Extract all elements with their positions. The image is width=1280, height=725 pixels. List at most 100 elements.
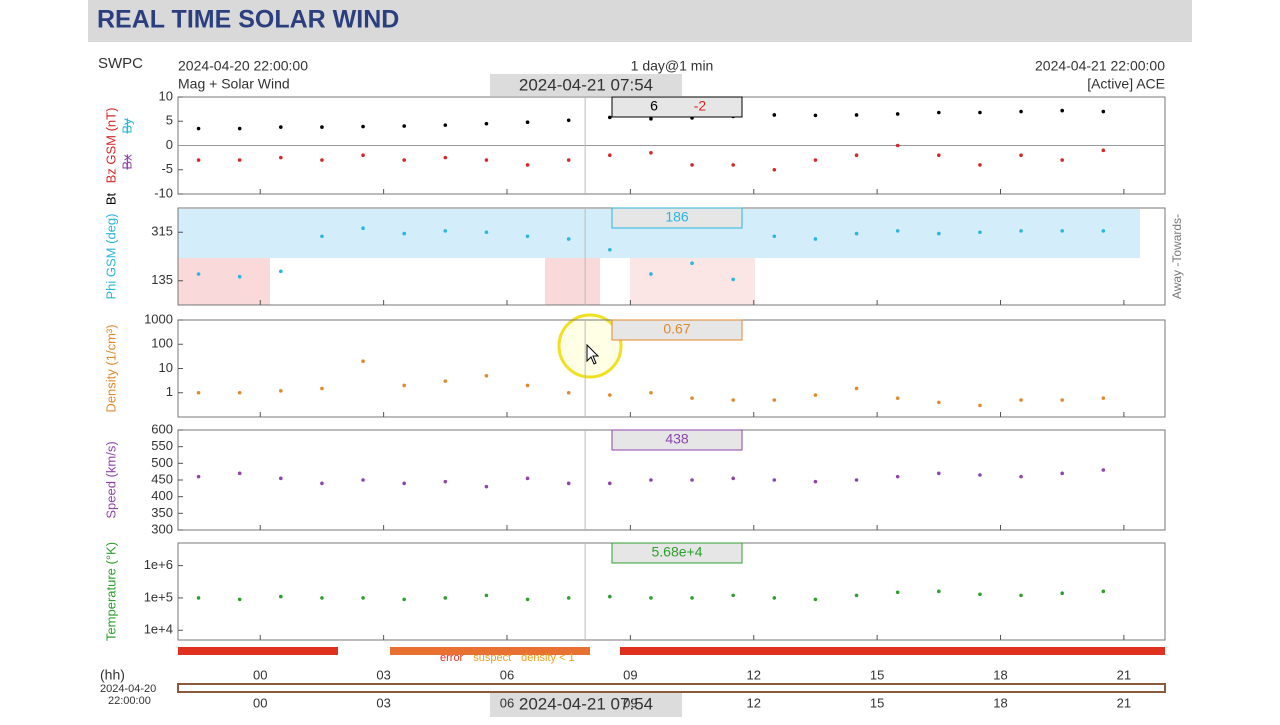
data-point bbox=[649, 272, 653, 276]
x-tick-label: 06 bbox=[500, 667, 514, 682]
data-point bbox=[196, 126, 201, 131]
data-point bbox=[1019, 153, 1023, 157]
component-toggle[interactable]: By bbox=[119, 118, 134, 134]
data-point bbox=[813, 393, 818, 397]
status-legend: suspect bbox=[473, 652, 511, 664]
component-toggle[interactable]: Bx bbox=[119, 154, 134, 170]
x-tick-label: 00 bbox=[253, 667, 267, 682]
data-point bbox=[854, 478, 859, 482]
y-tick-label: 300 bbox=[151, 521, 173, 536]
data-point bbox=[649, 478, 653, 482]
data-point bbox=[813, 113, 818, 118]
data-point bbox=[484, 158, 489, 162]
data-point bbox=[443, 229, 448, 233]
data-point bbox=[443, 479, 448, 484]
y-axis-label: Density (1/cm³) bbox=[103, 324, 118, 412]
data-point bbox=[237, 158, 242, 162]
data-point bbox=[402, 597, 406, 602]
x-tick-label: 09 bbox=[623, 667, 637, 682]
data-point bbox=[237, 274, 242, 279]
data-point bbox=[978, 230, 982, 235]
data-point bbox=[895, 396, 900, 400]
data-point bbox=[525, 163, 530, 167]
status-legend: density < 1 bbox=[521, 652, 575, 664]
data-point bbox=[525, 476, 530, 481]
x-tick-label: 12 bbox=[747, 695, 761, 710]
status-seg bbox=[620, 647, 1165, 655]
data-point bbox=[361, 596, 365, 600]
data-point bbox=[978, 473, 982, 477]
status-seg bbox=[390, 647, 590, 655]
y-tick-label: 450 bbox=[151, 471, 173, 486]
data-point bbox=[731, 163, 735, 167]
data-point bbox=[1101, 229, 1106, 233]
data-point bbox=[937, 589, 941, 594]
data-point bbox=[1101, 468, 1106, 472]
data-point bbox=[320, 158, 324, 162]
time-slider[interactable] bbox=[177, 683, 1166, 693]
start-clock: 22:00:00 bbox=[108, 695, 151, 707]
data-point bbox=[320, 481, 324, 486]
data-point bbox=[937, 400, 941, 405]
x-tick-label: 15 bbox=[870, 667, 884, 682]
data-point bbox=[566, 390, 571, 395]
data-point bbox=[731, 593, 735, 598]
data-point bbox=[525, 597, 530, 602]
y-axis-label: Bz GSM (nT) bbox=[103, 108, 118, 184]
data-point bbox=[608, 153, 612, 157]
data-point bbox=[402, 158, 406, 162]
data-point bbox=[978, 592, 982, 597]
data-point bbox=[279, 125, 283, 129]
data-point bbox=[772, 478, 777, 482]
end-time: 2024-04-21 22:00:00 bbox=[1035, 58, 1165, 74]
data-point bbox=[772, 398, 777, 402]
shade bbox=[630, 258, 755, 305]
data-point bbox=[649, 596, 653, 600]
y-tick-label: 1000 bbox=[144, 311, 173, 326]
x-tick-label: 12 bbox=[747, 667, 761, 682]
x-tick-label: 21 bbox=[1117, 667, 1131, 682]
readout-value: 438 bbox=[665, 431, 689, 447]
x-tick-label: 00 bbox=[253, 695, 267, 710]
y-axis-label: Phi GSM (deg) bbox=[103, 214, 118, 300]
data-point bbox=[1060, 591, 1064, 596]
data-point bbox=[525, 383, 530, 388]
x-tick-label: 18 bbox=[993, 695, 1007, 710]
cursor-time: 2024-04-21 07:54 bbox=[519, 75, 653, 94]
data-point bbox=[566, 481, 571, 486]
data-point bbox=[978, 110, 982, 115]
data-point bbox=[731, 398, 735, 402]
data-point bbox=[279, 476, 283, 481]
data-point bbox=[443, 596, 448, 600]
data-point bbox=[608, 481, 612, 486]
data-point bbox=[937, 231, 941, 236]
x-tick-label: 09 bbox=[623, 695, 637, 710]
title-bar bbox=[88, 0, 1192, 42]
data-point bbox=[566, 596, 571, 600]
series-label: Bt bbox=[103, 192, 118, 205]
data-point bbox=[361, 153, 365, 157]
y-tick-label: 1 bbox=[166, 384, 173, 399]
data-point bbox=[1101, 109, 1106, 114]
x-tick-label: 21 bbox=[1117, 695, 1131, 710]
readout-value: -2 bbox=[694, 98, 707, 114]
data-point bbox=[361, 124, 365, 129]
y-tick-label: 10 bbox=[159, 360, 173, 375]
readout-value: 0.67 bbox=[663, 321, 690, 337]
data-point bbox=[443, 123, 448, 127]
time-unit: (hh) bbox=[100, 667, 125, 683]
data-point bbox=[772, 234, 777, 239]
x-tick-label: 18 bbox=[993, 667, 1007, 682]
data-point bbox=[1101, 148, 1106, 153]
y-tick-label: 500 bbox=[151, 455, 173, 470]
data-point bbox=[484, 484, 489, 489]
data-point bbox=[1019, 109, 1023, 114]
y-axis-label: Speed (km/s) bbox=[103, 441, 118, 518]
data-point bbox=[1019, 398, 1023, 402]
data-point bbox=[320, 234, 324, 239]
y-tick-label: 135 bbox=[151, 272, 173, 287]
data-point bbox=[484, 374, 489, 378]
data-point bbox=[895, 590, 900, 595]
y-tick-label: -5 bbox=[161, 161, 173, 176]
readout-box bbox=[611, 542, 743, 564]
